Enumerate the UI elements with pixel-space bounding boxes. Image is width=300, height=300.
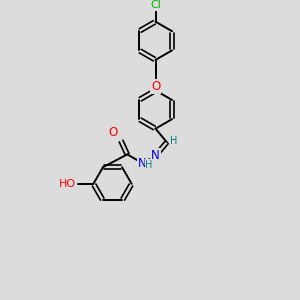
Text: N: N bbox=[138, 157, 147, 170]
Text: O: O bbox=[151, 80, 160, 93]
Text: Cl: Cl bbox=[150, 0, 161, 10]
Text: H: H bbox=[146, 160, 153, 170]
Text: H: H bbox=[170, 136, 177, 146]
Text: O: O bbox=[109, 126, 118, 139]
Text: N: N bbox=[151, 149, 160, 162]
Text: HO: HO bbox=[58, 179, 76, 189]
